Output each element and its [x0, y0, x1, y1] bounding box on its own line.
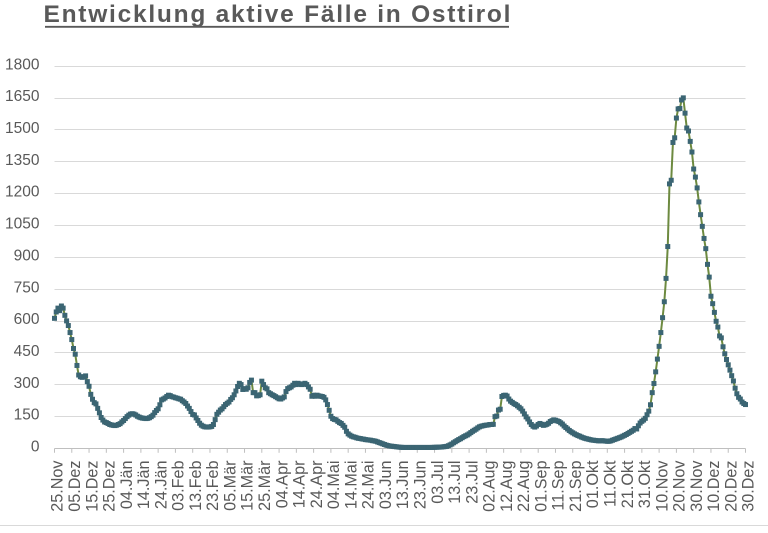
svg-text:04.Mai: 04.Mai	[325, 461, 343, 510]
svg-text:14.Jän: 14.Jän	[135, 461, 153, 510]
svg-text:31.Okt: 31.Okt	[636, 460, 654, 508]
svg-text:30.Dez: 30.Dez	[740, 461, 758, 512]
svg-text:01.Sep: 01.Sep	[532, 461, 550, 512]
svg-text:25.Mär: 25.Mär	[256, 460, 274, 511]
svg-text:05.Dez: 05.Dez	[66, 461, 84, 512]
svg-text:12.Aug: 12.Aug	[498, 461, 516, 512]
svg-text:23.Jun: 23.Jun	[411, 461, 429, 510]
svg-text:Entwicklung aktive Fälle in Os: Entwicklung aktive Fälle in Osttirol	[44, 1, 513, 28]
svg-text:1800: 1800	[5, 56, 40, 73]
svg-text:30.Nov: 30.Nov	[688, 460, 706, 512]
svg-text:14.Apr: 14.Apr	[291, 460, 309, 508]
svg-text:24.Mai: 24.Mai	[360, 461, 378, 510]
svg-text:03.Jul: 03.Jul	[429, 461, 447, 504]
svg-text:20.Nov: 20.Nov	[671, 460, 689, 512]
svg-text:05.Mär: 05.Mär	[221, 460, 239, 511]
svg-text:11.Sep: 11.Sep	[550, 461, 568, 511]
svg-text:13.Jun: 13.Jun	[394, 461, 412, 510]
svg-text:15.Mär: 15.Mär	[239, 460, 257, 511]
svg-text:0: 0	[31, 439, 40, 456]
svg-text:150: 150	[14, 407, 40, 424]
svg-text:1050: 1050	[5, 216, 40, 233]
svg-text:01.Okt: 01.Okt	[584, 460, 602, 508]
svg-text:23.Jul: 23.Jul	[463, 461, 481, 504]
svg-text:24.Jän: 24.Jän	[152, 461, 170, 510]
svg-text:25.Dez: 25.Dez	[101, 461, 119, 512]
svg-text:600: 600	[14, 311, 40, 328]
svg-text:15.Dez: 15.Dez	[83, 461, 101, 512]
svg-text:750: 750	[14, 279, 40, 296]
svg-text:20.Dez: 20.Dez	[722, 461, 740, 512]
svg-text:03.Feb: 03.Feb	[170, 461, 188, 511]
svg-text:450: 450	[14, 343, 40, 360]
svg-text:25.Nov: 25.Nov	[49, 460, 67, 512]
svg-text:1650: 1650	[5, 88, 40, 105]
svg-text:04.Apr: 04.Apr	[273, 460, 291, 508]
svg-text:21.Okt: 21.Okt	[619, 460, 637, 508]
svg-text:11.Okt: 11.Okt	[602, 460, 620, 507]
svg-text:1350: 1350	[5, 152, 40, 169]
svg-text:24.Apr: 24.Apr	[308, 460, 326, 508]
svg-text:04.Jän: 04.Jän	[118, 461, 136, 510]
svg-text:21.Sep: 21.Sep	[567, 461, 585, 512]
svg-text:14.Mai: 14.Mai	[342, 461, 360, 510]
svg-text:03.Jun: 03.Jun	[377, 461, 395, 510]
svg-text:22.Aug: 22.Aug	[515, 461, 533, 512]
svg-text:10.Dez: 10.Dez	[705, 461, 723, 512]
svg-text:13.Jul: 13.Jul	[446, 461, 464, 504]
svg-text:02.Aug: 02.Aug	[481, 461, 499, 512]
svg-text:1500: 1500	[5, 120, 40, 137]
svg-text:300: 300	[14, 375, 40, 392]
svg-text:23.Feb: 23.Feb	[204, 461, 222, 511]
svg-text:900: 900	[14, 247, 40, 264]
svg-text:13.Feb: 13.Feb	[187, 461, 205, 511]
svg-text:1200: 1200	[5, 184, 40, 201]
svg-text:10.Nov: 10.Nov	[653, 460, 671, 512]
